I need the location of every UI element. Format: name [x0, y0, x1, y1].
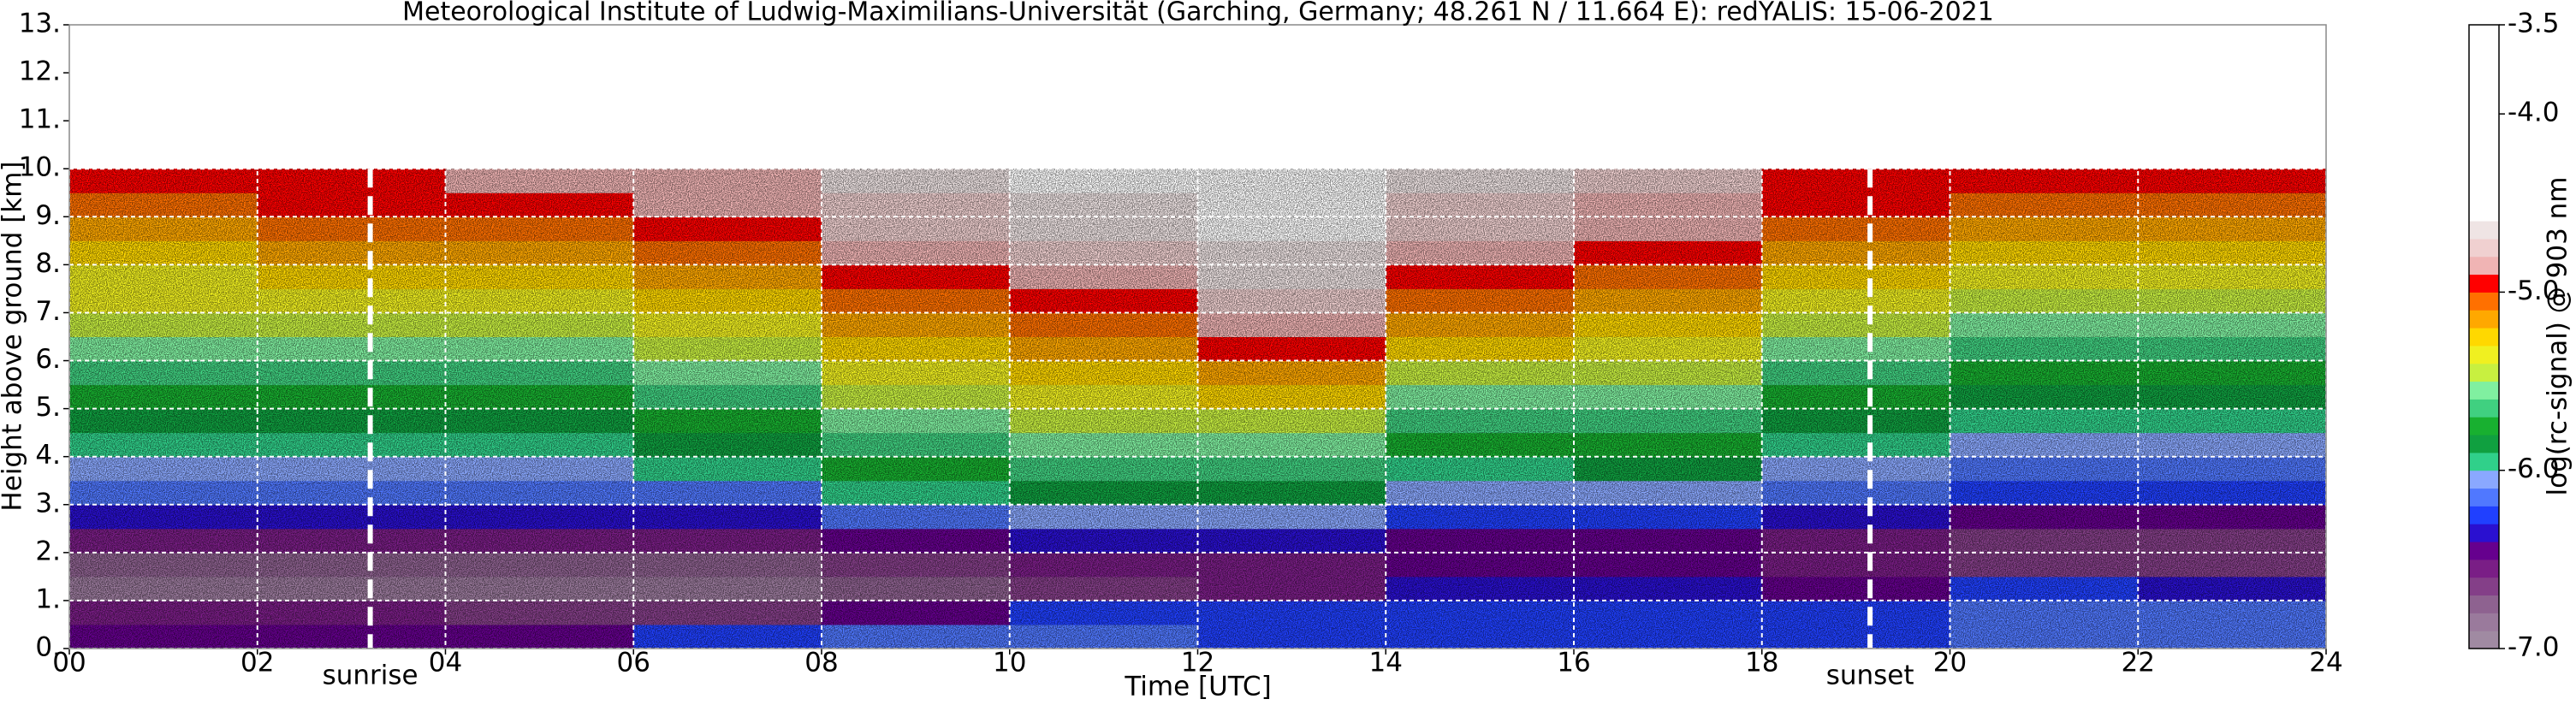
colorbar-tick-label: -6.0: [2508, 453, 2560, 484]
x-tick-label: 12: [1181, 648, 1214, 678]
colorbar-segment: [2469, 417, 2499, 435]
colorbar-segment: [2469, 363, 2499, 382]
x-tick-label: 14: [1369, 648, 1403, 678]
colorbar-tick-label: -5.0: [2508, 275, 2560, 306]
colorbar-segment: [2469, 559, 2499, 578]
colorbar-segment: [2469, 25, 2499, 222]
y-tick-label: 13.: [19, 9, 61, 39]
colorbar-segment: [2469, 435, 2499, 453]
y-tick-label: 4.: [35, 440, 61, 471]
colorbar-segment: [2469, 524, 2499, 542]
y-tick-label: 11.: [19, 104, 61, 135]
plot-frame: [68, 24, 2327, 649]
colorbar-tick-label: -4.0: [2508, 98, 2560, 128]
y-tick-label: 10.: [19, 152, 61, 183]
colorbar-segment: [2469, 470, 2499, 489]
colorbar-segment: [2469, 542, 2499, 560]
colorbar-tick-label: -3.5: [2508, 9, 2560, 39]
y-tick-label: 12.: [19, 56, 61, 87]
y-tick-label: 7.: [35, 296, 61, 327]
x-tick-label: 00: [52, 648, 86, 678]
colorbar-segment: [2469, 381, 2499, 400]
annotation-label: sunset: [1826, 661, 1914, 691]
y-axis-label: Height above ground [km]: [0, 161, 28, 511]
chart-title: Meteorological Institute of Ludwig-Maxim…: [402, 0, 1994, 27]
colorbar-segment: [2469, 506, 2499, 524]
colorbar-frame: [2468, 24, 2500, 649]
x-tick-label: 22: [2122, 648, 2155, 678]
colorbar-segment: [2469, 345, 2499, 364]
y-tick-label: 8.: [35, 248, 61, 279]
colorbar-segment: [2469, 221, 2499, 240]
colorbar-segment: [2469, 613, 2499, 631]
colorbar-segment: [2469, 274, 2499, 293]
colorbar-segment: [2469, 631, 2499, 649]
x-tick-label: 08: [804, 648, 838, 678]
overlay: [63, 24, 2327, 655]
y-tick-label: 5.: [35, 392, 61, 423]
colorbar-segment: [2469, 399, 2499, 418]
colorbar-label: log(rc-signal) @ 903 nm: [2543, 176, 2573, 495]
colorbar-segment: [2469, 577, 2499, 596]
y-tick-label: 2.: [35, 536, 61, 566]
x-tick-label: 10: [993, 648, 1026, 678]
x-axis-label: Time [UTC]: [1124, 672, 1271, 702]
colorbar-segment: [2469, 328, 2499, 347]
x-tick-label: 18: [1745, 648, 1778, 678]
y-tick-label: 0.: [35, 632, 61, 663]
x-tick-label: 02: [240, 648, 274, 678]
colorbar-tick-label: -7.0: [2508, 632, 2560, 663]
y-tick-label: 3.: [35, 488, 61, 518]
y-tick-label: 1.: [35, 584, 61, 614]
colorbar-segment: [2469, 452, 2499, 471]
y-tick-label: 9.: [35, 200, 61, 231]
colorbar-segment: [2469, 310, 2499, 329]
x-tick-label: 16: [1557, 648, 1590, 678]
x-tick-label: 04: [429, 648, 462, 678]
x-tick-label: 20: [1933, 648, 1967, 678]
annotation-label: sunrise: [323, 661, 418, 691]
colorbar-segment: [2469, 238, 2499, 258]
colorbar-segment: [2469, 292, 2499, 311]
colorbar-segment: [2469, 488, 2499, 507]
y-tick-label: 6.: [35, 344, 61, 375]
colorbar-segment: [2469, 595, 2499, 613]
x-tick-label: 06: [617, 648, 650, 678]
x-tick-label: 24: [2309, 648, 2342, 678]
colorbar-segment: [2469, 256, 2499, 275]
